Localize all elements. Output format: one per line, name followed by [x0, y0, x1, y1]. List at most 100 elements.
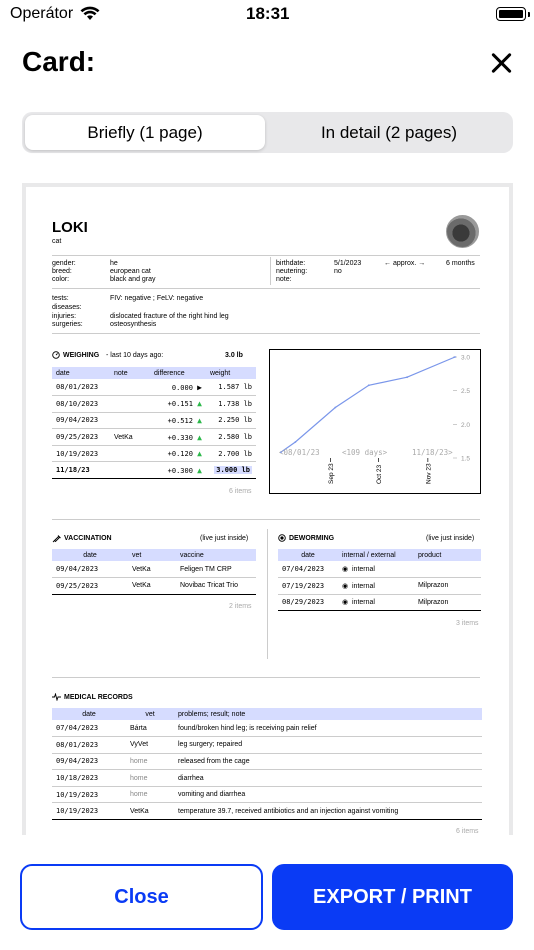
diff-value: +0.120	[167, 450, 193, 459]
gender-label: gender:	[52, 260, 76, 267]
scale-icon	[52, 351, 60, 359]
cell-date: 09/25/2023	[52, 428, 110, 446]
cell-vet: Bárta	[126, 720, 174, 738]
cell-diff: 0.000 ▶	[150, 379, 206, 397]
weight-point	[334, 406, 337, 409]
cell-note	[110, 461, 150, 480]
cell-diff: +0.330 ▲	[150, 428, 206, 446]
cell-vaccine: Novibac Tricat Trio	[176, 577, 256, 595]
x-tick-label: Oct 23	[376, 464, 383, 484]
cell-type: ◉ internal	[338, 594, 414, 612]
cell-date: 10/18/2023	[52, 769, 126, 787]
cell-note: VetKa	[110, 428, 150, 446]
weight-point	[367, 384, 370, 387]
diseases-label: diseases:	[52, 304, 82, 311]
tab-briefly[interactable]: Briefly (1 page)	[25, 115, 265, 150]
cell-date: 10/19/2023	[52, 802, 126, 821]
battery-icon	[496, 7, 526, 21]
col-header: vaccine	[176, 549, 256, 561]
col-header: product	[414, 549, 481, 561]
cell-type: ◉ internal	[338, 561, 414, 579]
cell-weight: 1.738 lb	[206, 395, 256, 413]
export-print-button[interactable]: EXPORT / PRINT	[272, 864, 513, 930]
cell-note	[110, 412, 150, 430]
cell-diff: +0.512 ▲	[150, 412, 206, 430]
divider	[270, 257, 271, 285]
battery-tip	[528, 12, 530, 17]
table-row: 09/04/2023 +0.512 ▲ 2.250 lb	[52, 412, 256, 430]
up-arrow-icon: ▲	[197, 399, 202, 409]
color-value: black and gray	[110, 276, 156, 283]
diff-value: +0.151	[167, 400, 193, 409]
items-count: 2 items	[229, 603, 252, 610]
col-header: internal / external	[338, 549, 414, 561]
divider	[52, 519, 480, 520]
table-row: 08/29/2023 ◉ internal Milprazon	[278, 594, 481, 612]
birthdate-value: 5/1/2023	[334, 260, 362, 267]
diff-value: 0.000	[171, 383, 193, 392]
y-tick-label: 3.0	[461, 355, 470, 362]
y-tick-label: 2.0	[461, 422, 470, 429]
up-arrow-icon: ▲	[197, 465, 202, 475]
cell-date: 07/19/2023	[278, 577, 338, 595]
cell-product	[414, 561, 481, 579]
cell-date: 09/25/2023	[52, 577, 128, 595]
cell-diff: +0.151 ▲	[150, 395, 206, 413]
table-row: 09/25/2023 VetKa +0.330 ▲ 2.580 lb	[52, 428, 256, 446]
carrier-label: Operátor	[10, 5, 74, 22]
col-header: weight	[206, 367, 256, 379]
cell-vet: home	[126, 786, 174, 804]
radio-icon	[278, 534, 286, 542]
cell-type: ◉ internal	[338, 577, 414, 595]
col-header: problems; result; note	[174, 708, 482, 720]
table-row: 08/01/2023 VyVet leg surgery; repaired	[52, 736, 482, 754]
up-arrow-icon: ▲	[197, 432, 202, 442]
vaccination-note: (live just inside)	[200, 535, 249, 542]
cell-diff: +0.120 ▲	[150, 445, 206, 463]
weighing-subtitle: - last 10 days ago:	[106, 352, 164, 359]
document-preview[interactable]: LOKI cat gender: he breed: european cat …	[22, 183, 513, 835]
status-bar: Operátor 18:31	[0, 0, 534, 30]
close-button[interactable]: Close	[20, 864, 263, 930]
cell-note: leg surgery; repaired	[174, 736, 482, 754]
close-icon[interactable]	[488, 50, 516, 78]
cell-date: 10/19/2023	[52, 445, 110, 463]
color-label: color:	[52, 276, 70, 283]
view-segmented-control: Briefly (1 page) In detail (2 pages)	[22, 112, 513, 153]
divider	[267, 529, 268, 659]
col-header: vet	[126, 708, 174, 720]
pet-species: cat	[52, 238, 62, 245]
up-arrow-icon: ▲	[197, 415, 202, 425]
deworming-title: DEWORMING	[289, 535, 335, 542]
document-page: LOKI cat gender: he breed: european cat …	[26, 187, 509, 835]
col-header: vet	[128, 549, 176, 561]
cell-weight: 1.587 lb	[206, 379, 256, 397]
radio-icon: ◉	[342, 566, 349, 574]
type-value: internal	[352, 582, 375, 590]
breed-value: european cat	[110, 268, 151, 275]
current-weight: 3.000 lb	[214, 466, 252, 475]
page-title: Card:	[22, 46, 96, 77]
cell-vet: VetKa	[128, 561, 176, 579]
age-value: 6 months	[446, 260, 475, 267]
cell-date: 10/19/2023	[52, 786, 126, 804]
table-row: 09/25/2023 VetKa Novibac Tricat Trio	[52, 577, 256, 595]
weight-point	[454, 356, 456, 358]
cell-vet: VyVet	[126, 736, 174, 754]
cell-date: 07/04/2023	[52, 720, 126, 738]
tab-in-detail[interactable]: In detail (2 pages)	[320, 122, 458, 142]
divider	[52, 255, 480, 256]
cell-weight: 3.000 lb	[206, 461, 256, 480]
cell-vet: VetKa	[128, 577, 176, 595]
y-tick-label: 2.5	[461, 388, 470, 395]
deworming-note: (live just inside)	[426, 535, 475, 542]
clock: 18:31	[246, 4, 290, 23]
cell-note: found/broken hind leg; is receiving pain…	[174, 720, 482, 738]
cell-note: diarrhea	[174, 769, 482, 787]
avatar	[446, 215, 479, 248]
radio-icon: ◉	[342, 582, 349, 590]
breed-label: breed:	[52, 268, 72, 275]
cell-date: 08/01/2023	[52, 736, 126, 754]
table-row: 09/04/2023 VetKa Feligen TM CRP	[52, 561, 256, 579]
cell-note	[110, 445, 150, 463]
